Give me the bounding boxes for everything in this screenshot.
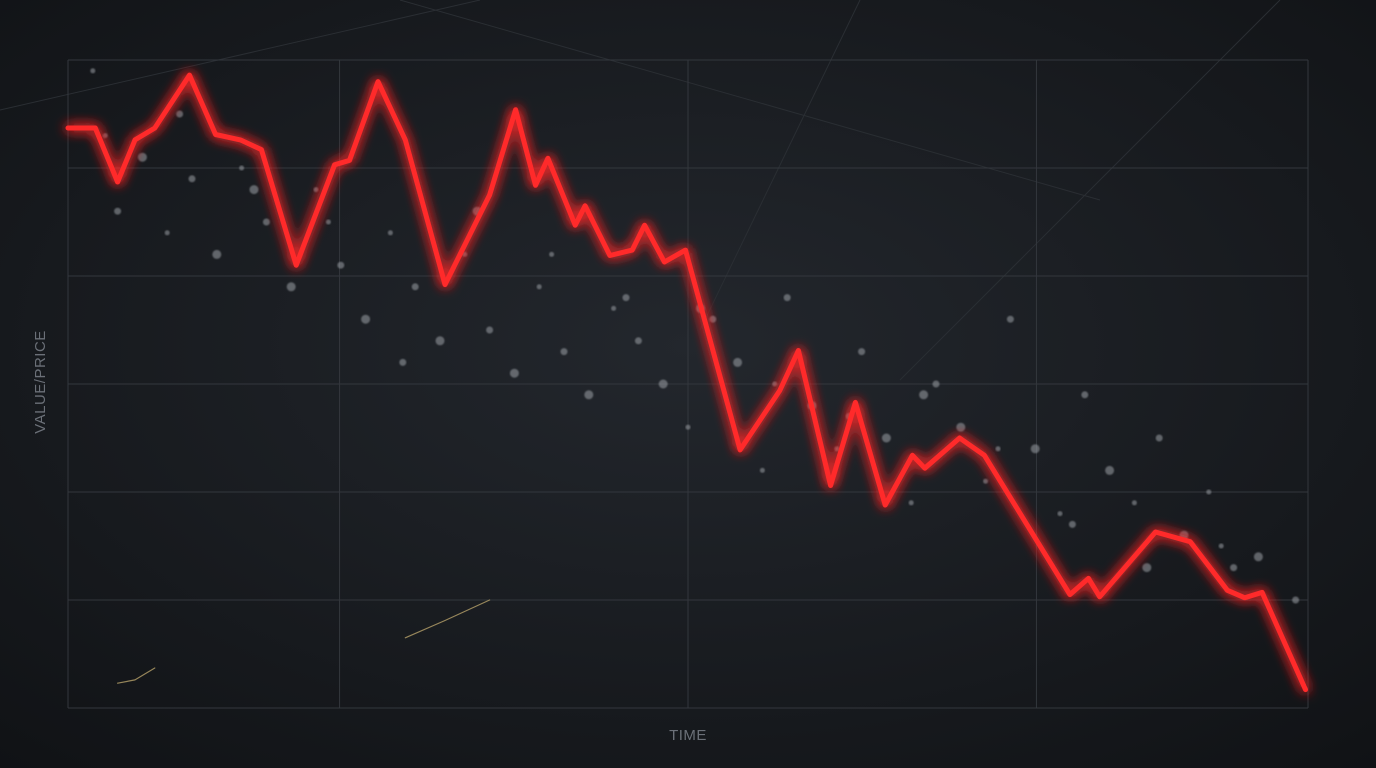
scatter-point xyxy=(239,165,245,171)
scatter-point xyxy=(1105,465,1115,475)
scatter-point xyxy=(919,390,929,400)
scatter-point xyxy=(1057,511,1063,517)
y-axis-label: VALUE/PRICE xyxy=(32,330,49,434)
scatter-point xyxy=(486,326,494,334)
scatter-point xyxy=(1131,500,1137,506)
scatter-point xyxy=(313,187,319,193)
scatter-point xyxy=(164,230,170,236)
scatter-point xyxy=(549,251,555,257)
scatter-point xyxy=(114,207,122,215)
scatter-point xyxy=(509,368,519,378)
line-series xyxy=(65,72,1308,693)
scatter-point xyxy=(881,433,891,443)
scatter-point xyxy=(337,261,345,269)
scatter-point xyxy=(932,380,940,388)
decor-lines xyxy=(0,0,1281,381)
scatter-point xyxy=(1230,564,1238,572)
scatter-point xyxy=(286,282,296,292)
scatter-point xyxy=(983,478,989,484)
scatter-point xyxy=(1068,520,1076,528)
scatter-point xyxy=(783,294,791,302)
scatter-point xyxy=(584,390,594,400)
scatter-point xyxy=(995,446,1001,452)
scatter-point xyxy=(325,219,331,225)
scatter-point xyxy=(1206,489,1212,495)
scatter-point xyxy=(1030,444,1040,454)
scatter-point xyxy=(611,305,617,311)
scatter-point xyxy=(560,348,568,356)
scatter-point xyxy=(733,357,743,367)
scatter-point xyxy=(387,230,393,236)
scatter-point xyxy=(622,294,630,302)
scatter-point xyxy=(435,336,445,346)
scatter-point xyxy=(759,467,765,473)
scatter-point xyxy=(536,284,542,290)
scatter-point xyxy=(658,379,668,389)
scatter-point xyxy=(361,314,371,324)
scatter-point xyxy=(956,422,966,432)
scatter-point xyxy=(176,110,184,118)
scatter-point xyxy=(685,424,691,430)
scatter-point xyxy=(834,446,840,452)
scatter-point xyxy=(709,315,717,323)
scatter-point xyxy=(1292,596,1300,604)
scatter-point xyxy=(1155,434,1163,442)
scatter-point xyxy=(462,251,468,257)
scatter-point xyxy=(137,152,147,162)
scatter-point xyxy=(411,283,419,291)
scatter-point xyxy=(188,175,196,183)
scatter-point xyxy=(1253,552,1263,562)
scatter-point xyxy=(399,358,407,366)
scatter-point xyxy=(262,218,270,226)
scatter-point xyxy=(908,500,914,506)
scatter-point xyxy=(634,337,642,345)
scatter-point xyxy=(772,381,778,387)
scatter-point xyxy=(212,249,222,259)
scatter-point xyxy=(1142,563,1152,573)
scatter-point xyxy=(858,348,866,356)
scatter-point xyxy=(1006,315,1014,323)
scatter-point xyxy=(249,185,259,195)
scatter-point xyxy=(1081,391,1089,399)
x-axis-label: TIME xyxy=(669,727,707,744)
scatter-point xyxy=(90,68,96,74)
scatter-point xyxy=(1218,543,1224,549)
scatter-point xyxy=(102,133,108,139)
